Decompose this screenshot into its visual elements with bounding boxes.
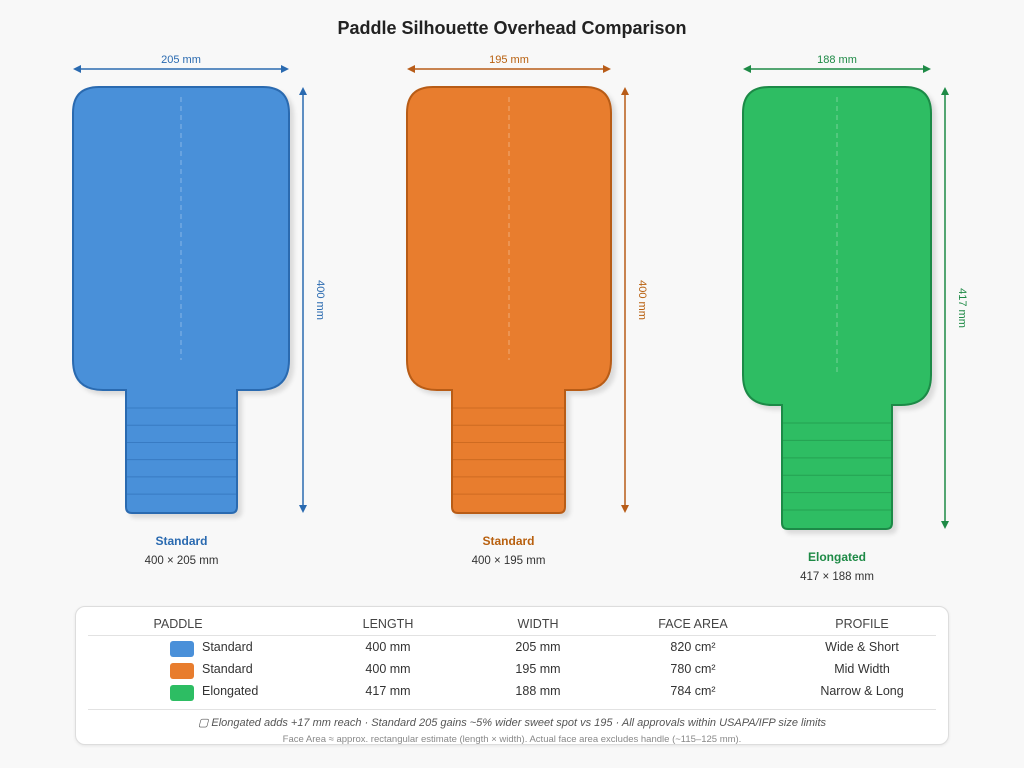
cell-width: 188 mm: [515, 684, 561, 698]
cell-profile: Mid Width: [834, 662, 890, 676]
cell-length: 400 mm: [365, 640, 411, 654]
comparison-table: PADDLE LENGTH WIDTH FACE AREA PROFILE St…: [75, 606, 949, 745]
header-length: LENGTH: [362, 617, 414, 631]
color-swatch: [170, 663, 194, 679]
chart-title: Paddle Silhouette Overhead Comparison: [337, 18, 687, 38]
cell-face-area: 820 cm²: [670, 640, 716, 654]
paddle-dimensions: 400 × 195 mm: [472, 555, 546, 567]
summary-note: ▢ Elongated adds +17 mm reach · Standard…: [197, 717, 827, 729]
paddle-silhouette: [406, 86, 612, 514]
width-label: 205 mm: [161, 54, 201, 66]
length-label: 417 mm: [956, 288, 968, 328]
divider: [88, 635, 936, 636]
paddle-diagram: 205 mm 400 mm Standard 400 × 205 mm 195 mm 40…: [72, 54, 968, 583]
cell-width: 195 mm: [515, 662, 561, 676]
table-row: Standard 400 mm 205 mm 820 cm² Wide & Short: [88, 640, 936, 662]
paddle-dimensions: 417 × 188 mm: [800, 571, 874, 583]
paddle-silhouette: [72, 86, 290, 514]
header-profile: PROFILE: [835, 617, 889, 631]
paddle-dimensions: 400 × 205 mm: [145, 555, 219, 567]
cell-length: 417 mm: [365, 684, 411, 698]
length-label: 400 mm: [314, 280, 326, 320]
cell-face-area: 784 cm²: [670, 684, 716, 698]
table-header: PADDLE LENGTH WIDTH FACE AREA PROFILE: [88, 617, 936, 639]
cell-profile: Wide & Short: [825, 640, 899, 654]
cell-face-area: 780 cm²: [670, 662, 716, 676]
paddle-name: Elongated: [808, 550, 866, 564]
paddle-name: Standard: [482, 534, 534, 548]
cell-paddle: Standard: [202, 662, 253, 676]
table-row: Elongated 417 mm 188 mm 784 cm² Narrow & Lon…: [88, 684, 936, 706]
paddle-silhouette: [742, 86, 932, 530]
cell-length: 400 mm: [365, 662, 411, 676]
divider: [88, 709, 936, 710]
footnote: Face Area ≈ approx. rectangular estimate…: [282, 734, 742, 745]
color-swatch: [170, 685, 194, 701]
cell-width: 205 mm: [515, 640, 561, 654]
color-swatch: [170, 641, 194, 657]
table-row: Standard 400 mm 195 mm 780 cm² Mid Width: [88, 662, 936, 684]
cell-profile: Narrow & Long: [820, 684, 904, 698]
paddle-name: Standard: [155, 534, 207, 548]
width-label: 188 mm: [817, 54, 857, 66]
header-face-area: FACE AREA: [658, 617, 728, 631]
header-paddle: PADDLE: [153, 617, 203, 631]
cell-paddle: Elongated: [202, 684, 259, 698]
length-label: 400 mm: [636, 280, 648, 320]
header-width: WIDTH: [517, 617, 559, 631]
cell-paddle: Standard: [202, 640, 253, 654]
width-label: 195 mm: [489, 54, 529, 66]
